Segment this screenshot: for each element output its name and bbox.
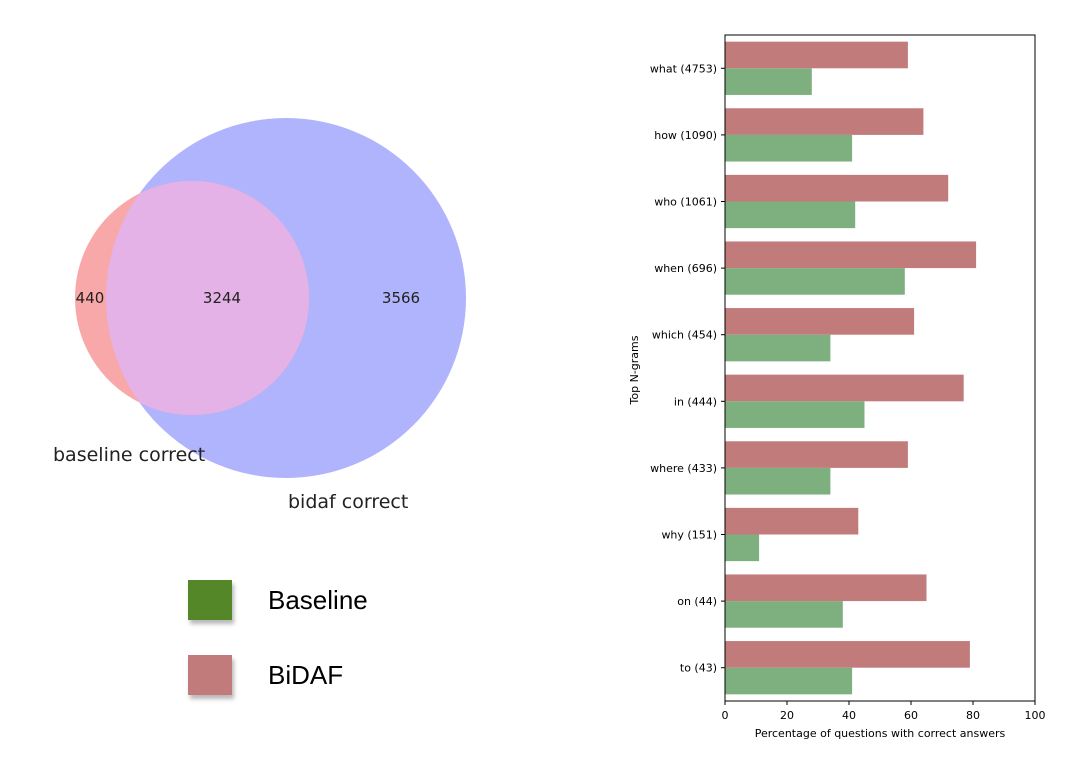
bar-bidaf-7	[725, 507, 859, 535]
x-tick-label: 80	[966, 709, 980, 722]
bar-baseline-1	[725, 134, 853, 162]
bar-bidaf-3	[725, 241, 977, 269]
y-tick-label: what (4753)	[650, 62, 717, 75]
bar-baseline-8	[725, 601, 843, 628]
x-tick-label: 20	[780, 709, 794, 722]
y-tick-label: why (151)	[661, 529, 717, 542]
y-tick-labels: what (4753) how (1090) who (1061) when (696…	[650, 62, 725, 675]
bar-bidaf-6	[725, 441, 908, 468]
y-tick-label: to (43)	[680, 662, 717, 675]
y-tick-label: when (696)	[654, 262, 717, 275]
legend-item-baseline: Baseline	[188, 580, 368, 620]
bar-chart: what (4753) how (1090) who (1061) when (696…	[628, 34, 1046, 740]
bar-bidaf-4	[725, 308, 915, 335]
bar-baseline-4	[725, 334, 831, 362]
y-tick-label: who (1061)	[654, 196, 717, 209]
bar-baseline-2	[725, 201, 856, 229]
y-tick-label: which (454)	[652, 329, 717, 342]
x-tick-label: 40	[842, 709, 856, 722]
x-tick-labels: 0 20 40 60 80 100	[722, 701, 1046, 722]
venn-overlap-region	[106, 181, 309, 415]
venn-baseline-only-count: 440	[76, 289, 105, 307]
legend-item-bidaf: BiDAF	[188, 655, 343, 695]
venn-bidaf-label: bidaf correct	[288, 491, 408, 513]
legend-label-baseline: Baseline	[268, 584, 368, 615]
venn-bidaf-only-count: 3566	[382, 289, 420, 307]
bar-baseline-6	[725, 467, 831, 495]
bar-baseline-5	[725, 401, 865, 428]
bar-bidaf-1	[725, 108, 924, 135]
legend-swatch-baseline	[188, 580, 232, 620]
bar-bidaf-2	[725, 174, 949, 202]
bar-baseline-3	[725, 268, 905, 295]
bar-baseline-0	[725, 68, 812, 95]
bar-marks	[725, 41, 977, 695]
x-tick-label: 60	[904, 709, 918, 722]
legend-label-bidaf: BiDAF	[268, 659, 344, 690]
y-tick-label: where (433)	[650, 462, 717, 475]
legend-swatch-bidaf	[188, 655, 232, 695]
venn-diagram: 440 3244 3566 baseline correct bidaf cor…	[53, 118, 466, 513]
x-tick-label: 0	[722, 709, 729, 722]
bar-bidaf-8	[725, 574, 927, 602]
y-tick-label: in (444)	[674, 395, 717, 408]
venn-overlap-count: 3244	[203, 289, 241, 307]
bar-bidaf-9	[725, 641, 970, 668]
bar-baseline-7	[725, 534, 760, 562]
plot-frame	[724, 34, 1036, 702]
bar-baseline-9	[725, 667, 853, 695]
y-tick-label: on (44)	[677, 595, 717, 608]
y-axis-label: Top N-grams	[628, 335, 641, 405]
bar-bidaf-5	[725, 374, 964, 402]
x-axis-label: Percentage of questions with correct ans…	[755, 727, 1006, 740]
y-tick-label: how (1090)	[654, 129, 717, 142]
venn-baseline-label: baseline correct	[53, 444, 205, 466]
bar-bidaf-0	[725, 41, 908, 69]
x-tick-label: 100	[1025, 709, 1046, 722]
